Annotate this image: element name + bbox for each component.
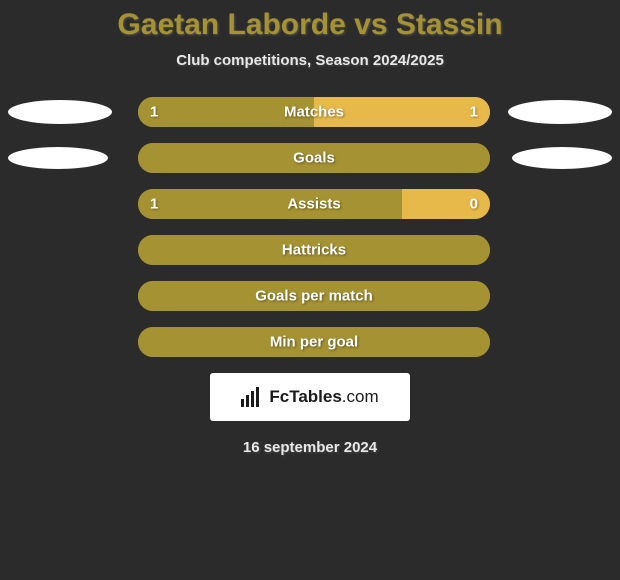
player-marker-right bbox=[508, 100, 612, 124]
stat-row: Hattricks bbox=[0, 235, 620, 265]
comparison-infographic: Gaetan Laborde vs Stassin Club competiti… bbox=[0, 0, 620, 580]
stat-value-left: 1 bbox=[150, 104, 158, 121]
page-title: Gaetan Laborde vs Stassin bbox=[0, 0, 620, 42]
stat-label: Matches bbox=[284, 104, 344, 121]
logo-text: FcTables.com bbox=[269, 387, 378, 407]
stat-bar: Min per goal bbox=[138, 327, 490, 357]
player-marker-left bbox=[8, 147, 108, 169]
stat-bar: Hattricks bbox=[138, 235, 490, 265]
date-label: 16 september 2024 bbox=[0, 439, 620, 456]
stat-label: Assists bbox=[287, 196, 340, 213]
stat-label: Goals per match bbox=[255, 288, 373, 305]
stat-row: Goals per match bbox=[0, 281, 620, 311]
stat-row: Goals bbox=[0, 143, 620, 173]
player-marker-right bbox=[512, 147, 612, 169]
stat-value-right: 1 bbox=[470, 104, 478, 121]
stat-bar: 1 1 Matches bbox=[138, 97, 490, 127]
stat-label: Hattricks bbox=[282, 242, 346, 259]
bar-segment-left bbox=[138, 189, 402, 219]
subtitle: Club competitions, Season 2024/2025 bbox=[0, 52, 620, 69]
stat-label: Goals bbox=[293, 150, 335, 167]
logo-text-main: FcTables bbox=[269, 387, 341, 406]
logo-text-suffix: .com bbox=[342, 387, 379, 406]
stat-value-left: 1 bbox=[150, 196, 158, 213]
stat-bar: 1 0 Assists bbox=[138, 189, 490, 219]
stat-label: Min per goal bbox=[270, 334, 358, 351]
fctables-logo: FcTables.com bbox=[210, 373, 410, 421]
stat-row: Min per goal bbox=[0, 327, 620, 357]
stat-row: 1 0 Assists bbox=[0, 189, 620, 219]
stat-bar: Goals per match bbox=[138, 281, 490, 311]
stats-chart: 1 1 Matches Goals 1 0 Assists Hattricks Goals pe… bbox=[0, 97, 620, 357]
bar-chart-icon bbox=[241, 387, 263, 407]
stat-bar: Goals bbox=[138, 143, 490, 173]
player-marker-left bbox=[8, 100, 112, 124]
stat-row: 1 1 Matches bbox=[0, 97, 620, 127]
stat-value-right: 0 bbox=[470, 196, 478, 213]
